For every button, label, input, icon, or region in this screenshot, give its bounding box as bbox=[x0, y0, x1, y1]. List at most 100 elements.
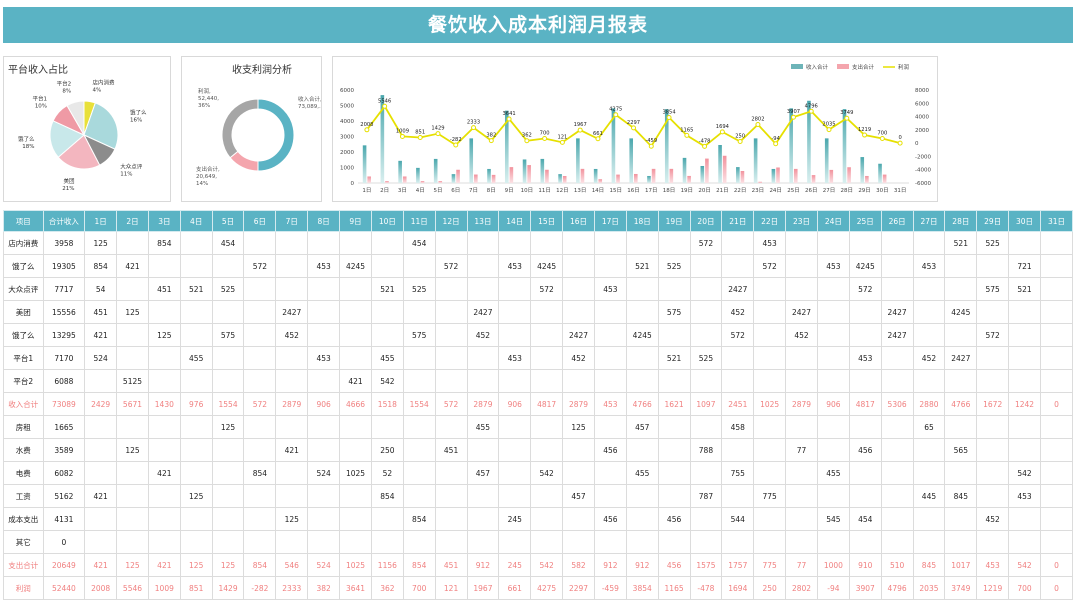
table-row: 平台1 7170 524 455 453 455 453 452 521 525 453 452 242… bbox=[3, 346, 1074, 370]
table-cell: 452 bbox=[275, 323, 309, 347]
table-cell bbox=[211, 507, 245, 531]
table-cell: 245 bbox=[498, 553, 532, 577]
table-cell bbox=[816, 300, 850, 324]
table-cell bbox=[243, 415, 277, 439]
table-cell: 1554 bbox=[211, 392, 245, 416]
table-cell bbox=[689, 461, 723, 485]
table-cell bbox=[498, 415, 532, 439]
table-cell bbox=[1039, 507, 1074, 531]
x-axis-tick: 15日 bbox=[609, 187, 622, 194]
table-cell bbox=[976, 369, 1010, 393]
table-cell bbox=[370, 254, 404, 278]
x-axis-tick: 12日 bbox=[556, 187, 569, 194]
table-cell bbox=[275, 369, 309, 393]
table-cell bbox=[339, 277, 372, 301]
table-cell bbox=[116, 415, 149, 439]
table-cell: 2427 bbox=[785, 300, 818, 324]
table-cell bbox=[466, 254, 500, 278]
table-cell bbox=[976, 484, 1010, 508]
table-cell: 1000 bbox=[816, 553, 850, 577]
table-cell bbox=[657, 438, 691, 462]
table-cell bbox=[689, 507, 723, 531]
pie-slice-pct: 21% bbox=[62, 186, 74, 192]
table-cell: 5671 bbox=[116, 392, 149, 416]
table-cell bbox=[243, 231, 277, 255]
table-cell bbox=[912, 231, 946, 255]
table-cell bbox=[370, 231, 404, 255]
table-cell bbox=[721, 438, 755, 462]
table-cell: 906 bbox=[307, 392, 341, 416]
table-cell bbox=[179, 300, 213, 324]
table-cell bbox=[976, 254, 1010, 278]
table-cell bbox=[944, 277, 978, 301]
column-header: 13日 bbox=[466, 210, 500, 232]
table-cell: 3641 bbox=[339, 576, 372, 600]
profit-data-label: -459 bbox=[645, 138, 657, 144]
table-cell bbox=[498, 461, 532, 485]
table-cell bbox=[785, 277, 818, 301]
table-cell: 4766 bbox=[944, 392, 978, 416]
table-cell: 421 bbox=[84, 553, 118, 577]
table-cell bbox=[880, 415, 914, 439]
table-cell: 5306 bbox=[880, 392, 914, 416]
table-cell bbox=[848, 461, 882, 485]
donut-slice-pct: 36% bbox=[198, 103, 210, 109]
table-cell: 510 bbox=[880, 553, 914, 577]
profit-data-label: 3854 bbox=[662, 110, 676, 116]
table-row: 房租 1665 125 455 125 457 458 65 bbox=[3, 415, 1074, 439]
table-cell: 1967 bbox=[466, 576, 500, 600]
profit-data-label: -94 bbox=[771, 136, 780, 142]
table-cell bbox=[498, 300, 532, 324]
table-cell bbox=[243, 484, 277, 508]
table-cell bbox=[912, 461, 946, 485]
table-cell: 854 bbox=[402, 553, 436, 577]
table-cell: 20649 bbox=[42, 553, 86, 577]
income-bar bbox=[380, 95, 385, 183]
table-cell bbox=[753, 346, 787, 370]
table-cell: 1025 bbox=[339, 553, 372, 577]
income-bar bbox=[807, 100, 811, 183]
table-cell: 453 bbox=[307, 254, 341, 278]
table-cell: 572 bbox=[530, 277, 564, 301]
legend-label: 支出合计 bbox=[852, 63, 875, 71]
table-cell bbox=[593, 231, 627, 255]
table-cell bbox=[976, 300, 1010, 324]
pie-slice-label: 饿了么 bbox=[18, 135, 35, 143]
column-header: 合计收入 bbox=[42, 210, 86, 232]
row-label-cell: 饿了么 bbox=[3, 323, 44, 347]
table-cell: 453 bbox=[593, 392, 627, 416]
table-cell bbox=[498, 277, 532, 301]
expense-bar bbox=[545, 169, 549, 183]
table-cell: 6082 bbox=[42, 461, 86, 485]
table-cell: 1429 bbox=[211, 576, 245, 600]
table-cell: 453 bbox=[593, 277, 627, 301]
table-cell: 2879 bbox=[562, 392, 595, 416]
row-label-cell: 店内消费 bbox=[3, 231, 44, 255]
profit-data-label: 2008 bbox=[360, 122, 373, 128]
table-cell: 421 bbox=[147, 461, 181, 485]
pie-slice-label: 平台2 bbox=[57, 80, 72, 88]
profit-point bbox=[382, 103, 388, 109]
table-cell: 906 bbox=[816, 392, 850, 416]
table-cell: 451 bbox=[84, 300, 118, 324]
table-cell bbox=[625, 530, 659, 554]
table-cell: -459 bbox=[593, 576, 627, 600]
profit-point bbox=[435, 131, 441, 137]
table-cell bbox=[147, 415, 181, 439]
expense-bar bbox=[474, 174, 478, 183]
table-cell: 453 bbox=[912, 254, 946, 278]
table-cell: 542 bbox=[1008, 553, 1041, 577]
table-cell bbox=[116, 530, 149, 554]
x-axis-tick: 31日 bbox=[894, 187, 907, 194]
table-cell bbox=[339, 346, 372, 370]
expense-bar bbox=[865, 175, 869, 183]
income-bar bbox=[398, 160, 402, 183]
left-axis-tick: 6000 bbox=[340, 88, 354, 94]
table-cell bbox=[912, 507, 946, 531]
table-cell bbox=[179, 507, 213, 531]
income-bar bbox=[753, 138, 758, 183]
table-cell bbox=[816, 277, 850, 301]
x-axis-tick: 28日 bbox=[841, 187, 854, 194]
table-cell bbox=[339, 530, 372, 554]
table-cell bbox=[657, 369, 691, 393]
